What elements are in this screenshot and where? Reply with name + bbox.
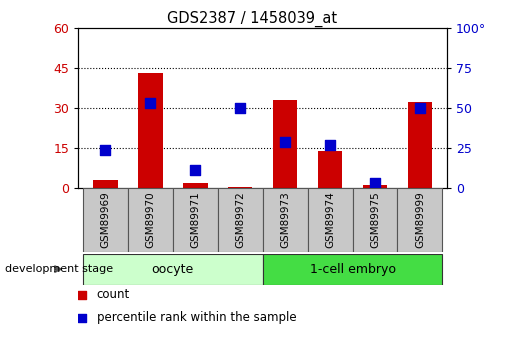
- Point: [78, 292, 86, 298]
- Text: GSM89970: GSM89970: [145, 191, 155, 248]
- Bar: [138, 73, 163, 188]
- Bar: [318, 150, 342, 188]
- Text: GSM89999: GSM89999: [415, 191, 425, 248]
- Point: [371, 180, 379, 186]
- Bar: [83, 254, 263, 285]
- Text: 1-cell embryo: 1-cell embryo: [310, 263, 395, 276]
- Bar: [93, 180, 118, 188]
- Text: GSM89972: GSM89972: [235, 191, 245, 248]
- Point: [78, 315, 86, 321]
- Point: [146, 100, 154, 106]
- Text: GSM89973: GSM89973: [280, 191, 290, 248]
- Bar: [308, 188, 352, 252]
- Text: GSM89974: GSM89974: [325, 191, 335, 248]
- Bar: [363, 185, 387, 188]
- Point: [191, 168, 199, 173]
- Text: development stage: development stage: [5, 264, 113, 274]
- Text: percentile rank within the sample: percentile rank within the sample: [97, 311, 296, 324]
- Bar: [273, 100, 297, 188]
- Text: GSM89975: GSM89975: [370, 191, 380, 248]
- Bar: [228, 187, 252, 188]
- Bar: [173, 188, 218, 252]
- Bar: [263, 188, 308, 252]
- Point: [236, 105, 244, 110]
- Bar: [397, 188, 442, 252]
- Text: GSM89971: GSM89971: [190, 191, 200, 248]
- Bar: [183, 183, 208, 188]
- Point: [326, 142, 334, 147]
- Bar: [352, 188, 397, 252]
- Bar: [263, 254, 442, 285]
- Text: count: count: [97, 288, 130, 302]
- Bar: [83, 188, 128, 252]
- Point: [416, 105, 424, 110]
- Bar: [408, 102, 432, 188]
- Bar: [218, 188, 263, 252]
- Text: GDS2387 / 1458039_at: GDS2387 / 1458039_at: [168, 10, 337, 27]
- Bar: [128, 188, 173, 252]
- Point: [281, 139, 289, 144]
- Point: [101, 147, 109, 152]
- Text: GSM89969: GSM89969: [100, 191, 110, 248]
- Text: oocyte: oocyte: [152, 263, 194, 276]
